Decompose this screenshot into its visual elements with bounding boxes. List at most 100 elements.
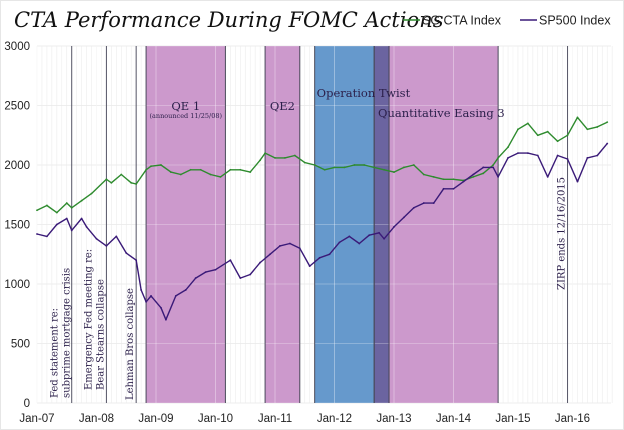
- data-point: [259, 261, 262, 264]
- data-point: [363, 164, 366, 166]
- data-point: [209, 173, 212, 176]
- data-point: [373, 166, 376, 169]
- x-tick-label: Jan-13: [376, 413, 411, 425]
- data-point: [46, 235, 48, 238]
- data-point: [284, 156, 286, 159]
- y-axis: 0 500 1000 1500 2000 2500 3000: [4, 41, 30, 410]
- data-point: [95, 237, 98, 240]
- data-point: [36, 209, 38, 212]
- y-tick-label: 1000: [4, 279, 30, 291]
- x-tick-label: Jan-16: [555, 413, 590, 425]
- data-point: [169, 171, 172, 174]
- data-point: [145, 300, 147, 303]
- data-point: [358, 242, 361, 245]
- data-point: [452, 187, 455, 190]
- band-labels: QE 1(announced 11/25/08) QE2 Operation Twi…: [149, 86, 504, 120]
- data-point: [55, 223, 58, 226]
- data-point: [85, 225, 88, 228]
- data-point: [442, 178, 445, 181]
- data-point: [65, 217, 68, 220]
- data-point: [298, 247, 301, 250]
- event-label-fed-subprime: Fed statement re:: [50, 308, 61, 398]
- data-point: [422, 202, 425, 204]
- data-point: [586, 156, 589, 159]
- data-point: [536, 134, 539, 137]
- band-twist-qe3-overlap: [374, 46, 390, 403]
- data-point: [353, 164, 356, 166]
- data-point: [383, 237, 385, 240]
- data-point: [526, 152, 529, 155]
- data-point: [368, 234, 371, 237]
- data-point: [105, 178, 108, 181]
- data-point: [576, 180, 579, 183]
- data-point: [105, 245, 108, 247]
- data-point: [150, 295, 152, 297]
- x-tick-label: Jan-10: [198, 413, 233, 425]
- data-point: [497, 156, 500, 159]
- data-point: [526, 122, 529, 125]
- band-qe2: [265, 46, 300, 403]
- data-point: [165, 318, 167, 321]
- data-point: [482, 172, 485, 175]
- data-point: [135, 183, 138, 185]
- data-point: [492, 166, 495, 169]
- data-point: [269, 253, 271, 256]
- event-label-zirp-end: ZIRP ends 12/16/2015: [557, 177, 568, 290]
- data-point: [497, 176, 500, 178]
- data-point: [249, 273, 252, 276]
- series-line-sp500: [36, 143, 608, 321]
- bands: [146, 46, 499, 403]
- data-point: [393, 171, 395, 174]
- data-point: [517, 128, 519, 131]
- data-point: [536, 154, 539, 157]
- data-point: [80, 217, 83, 220]
- data-point: [432, 176, 435, 178]
- data-point: [318, 256, 321, 259]
- data-point: [328, 253, 331, 256]
- event-label-fed-subprime: subprime mortgage crisis: [62, 268, 73, 398]
- band-label-operation-twist: Operation Twist: [317, 86, 411, 100]
- data-point: [422, 173, 425, 176]
- data-point: [120, 173, 123, 176]
- data-point: [293, 154, 296, 157]
- data-point: [249, 171, 252, 174]
- data-point: [393, 225, 395, 228]
- y-tick-label: 500: [11, 339, 30, 351]
- event-label-bear-stearns: Bear Stearns collapse: [95, 279, 106, 390]
- chart-title: CTA Performance During FOMC Actions: [14, 8, 444, 32]
- x-tick-label: Jan-07: [19, 413, 54, 425]
- band-label-qe3: Quantitative Easing 3: [378, 106, 505, 120]
- data-point: [596, 154, 599, 157]
- data-point: [150, 165, 152, 168]
- data-point: [46, 204, 48, 207]
- x-tick-label: Jan-14: [436, 413, 472, 425]
- data-point: [259, 159, 262, 162]
- data-point: [576, 116, 579, 119]
- data-point: [333, 166, 336, 169]
- data-point: [179, 173, 182, 176]
- data-point: [596, 126, 599, 128]
- data-point: [264, 152, 266, 155]
- data-point: [279, 245, 281, 247]
- x-axis: Jan-07 Jan-08 Jan-09 Jan-10 Jan-11 Jan-12 Jan-…: [19, 413, 590, 425]
- data-point: [462, 180, 465, 183]
- data-point: [432, 202, 435, 204]
- data-point: [219, 176, 222, 178]
- data-point: [348, 235, 351, 238]
- data-point: [160, 164, 162, 166]
- data-point: [606, 121, 609, 124]
- data-point: [566, 158, 569, 160]
- data-point: [606, 142, 609, 145]
- data-point: [308, 265, 311, 268]
- data-point: [343, 166, 346, 169]
- data-point: [199, 168, 202, 171]
- event-label-bear-stearns: Emergency Fed meeting re:: [83, 249, 94, 390]
- data-point: [204, 271, 207, 273]
- data-point: [130, 181, 133, 184]
- data-point: [189, 168, 192, 171]
- legend: SG CTA Index SP500 Index: [403, 14, 611, 28]
- minor-grid: [36, 45, 611, 404]
- data-point: [36, 233, 38, 235]
- event-label-lehman: Lehman Bros collapse: [125, 288, 136, 400]
- data-point: [115, 235, 118, 238]
